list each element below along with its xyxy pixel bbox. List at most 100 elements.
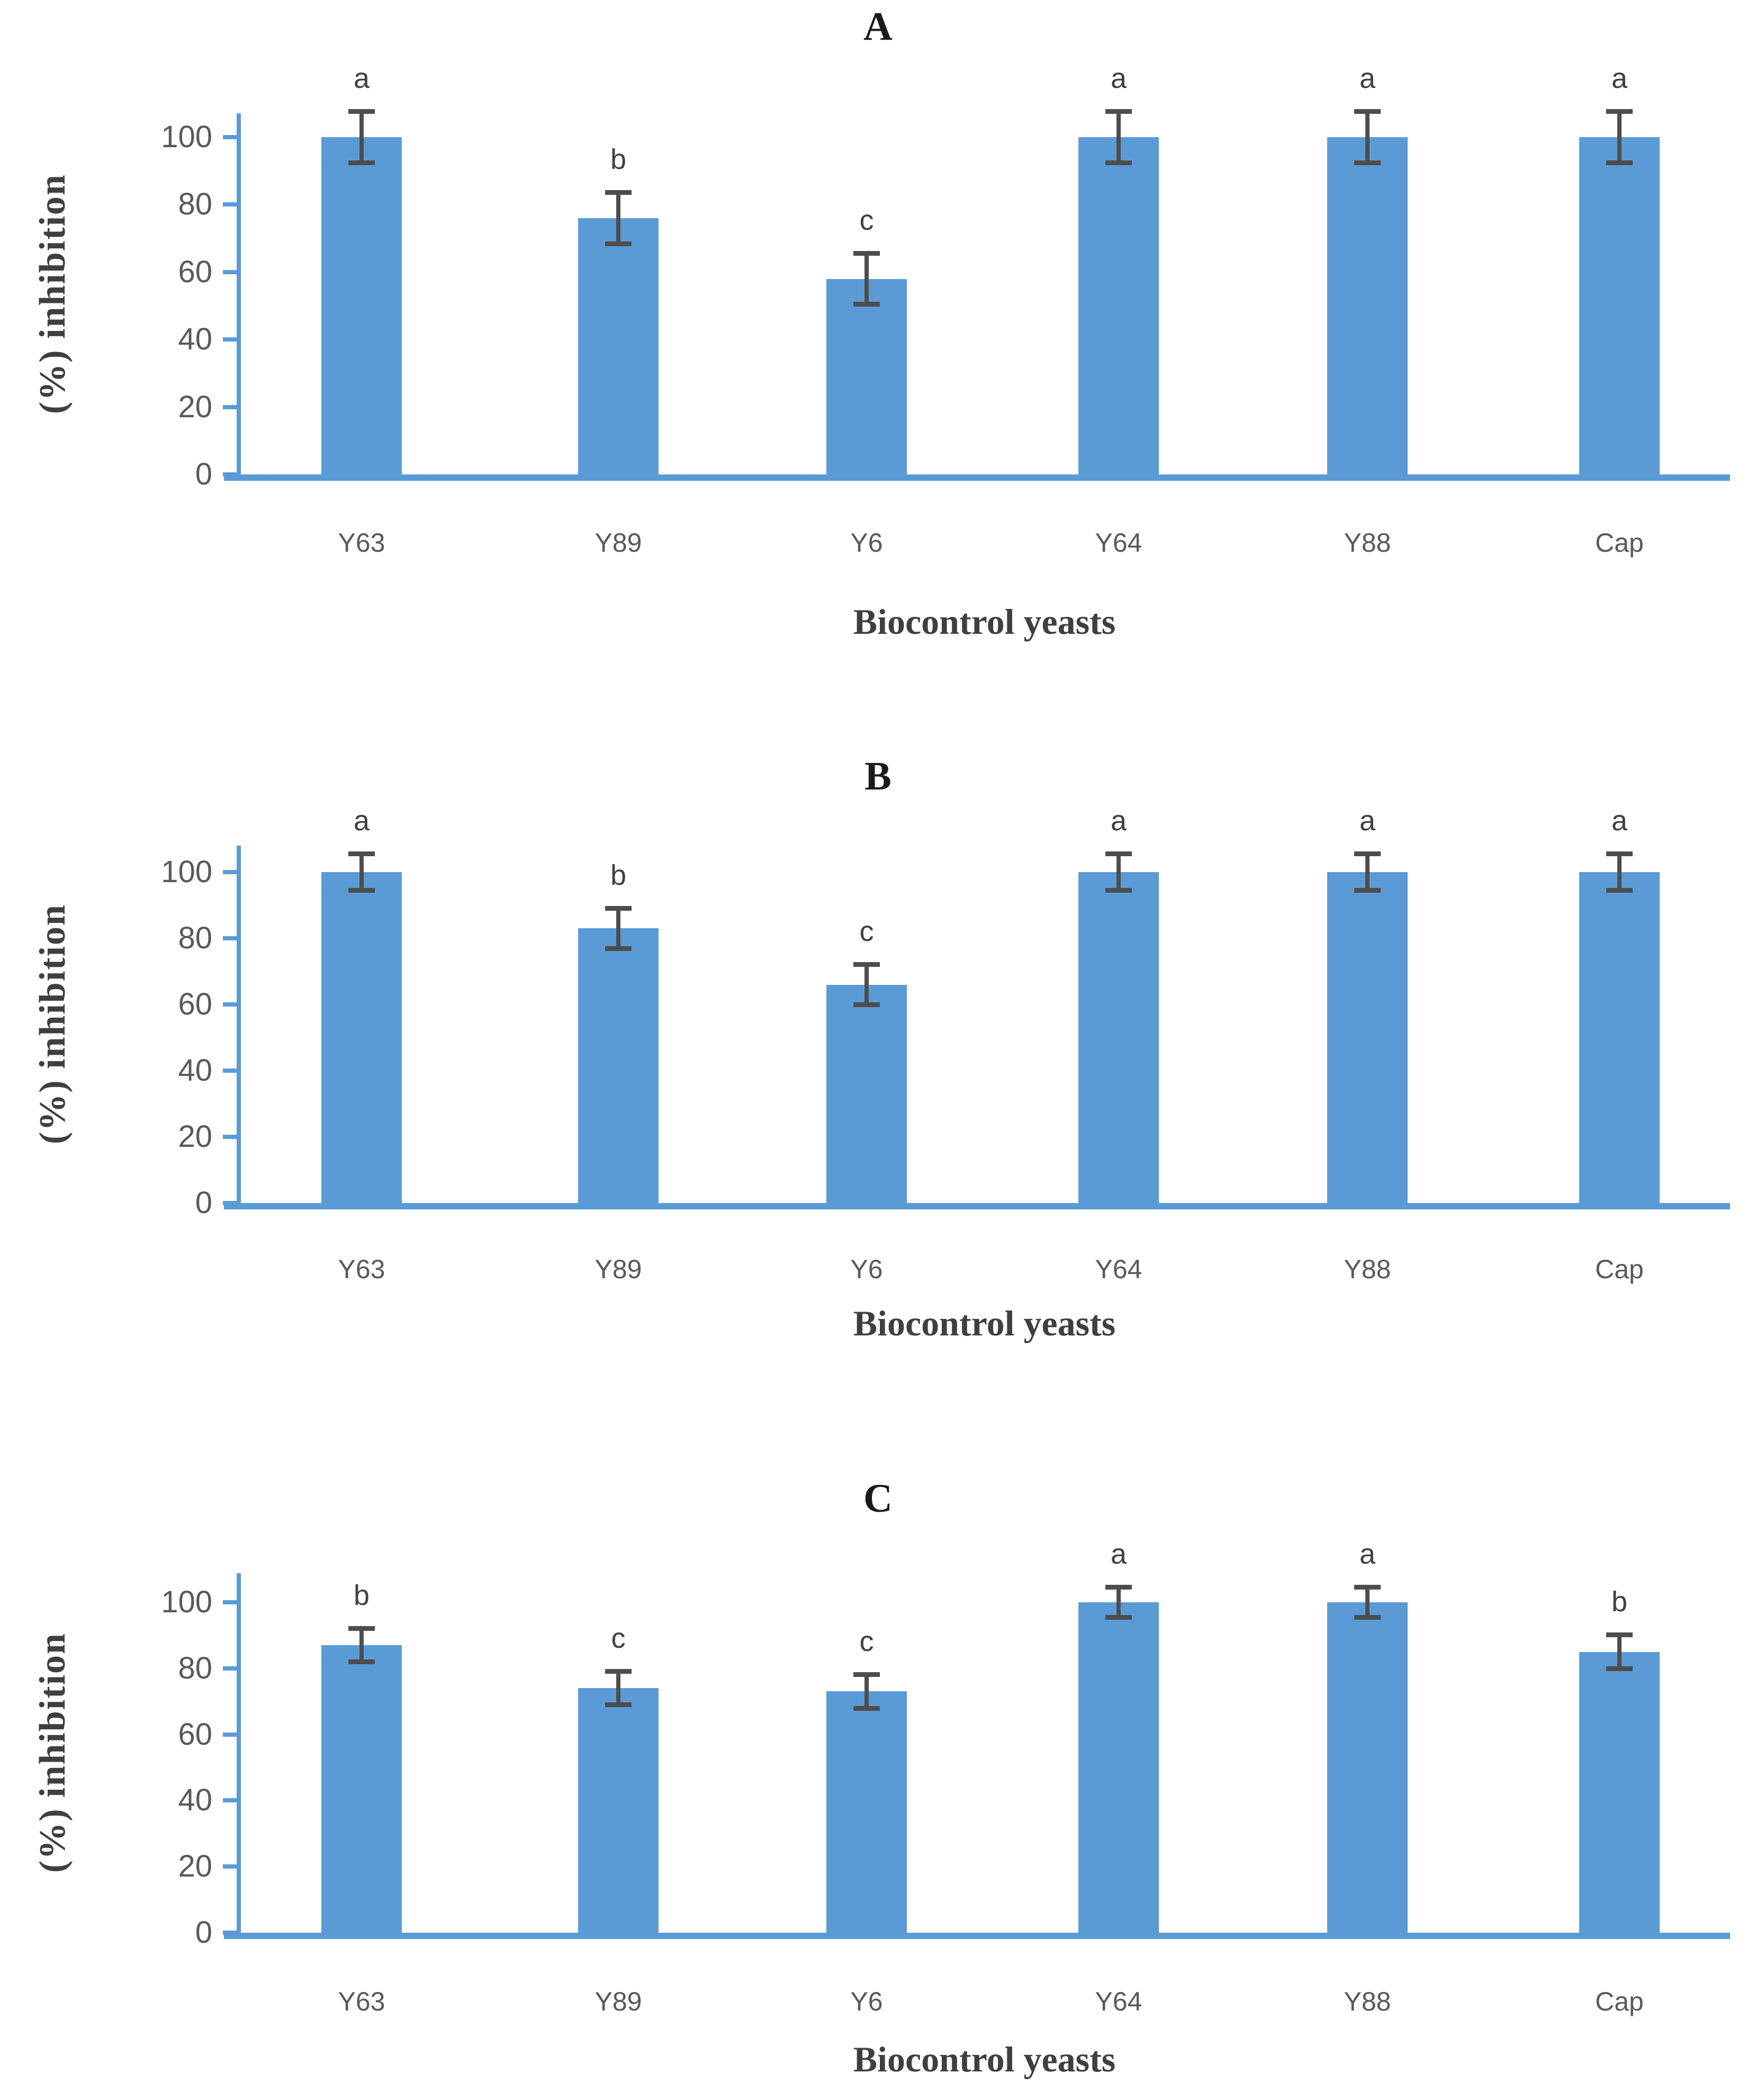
error-bar-bottom-cap — [1606, 888, 1633, 893]
panel-b-y-tick — [223, 1135, 239, 1139]
error-bar-top-cap — [853, 250, 880, 256]
panel-b-y-tick-label: 0 — [195, 1186, 212, 1220]
error-bar-bottom-cap — [1354, 1615, 1381, 1620]
x-category-label: Y6 — [850, 1254, 883, 1284]
error-bar-bottom-cap — [1606, 160, 1633, 165]
error-bar-bottom-cap — [1354, 160, 1381, 165]
panel-b-x-axis-title: Biocontrol yeasts — [853, 1303, 1116, 1343]
panel-b-y-tick-label: 60 — [178, 987, 212, 1021]
panel-c-y-tick — [223, 1732, 239, 1737]
significance-letter: c — [611, 1622, 626, 1655]
panel-a-y-tick-label: 80 — [178, 187, 212, 222]
panel-c-y-tick-label: 20 — [178, 1849, 212, 1884]
panel-a-y-tick-label: 60 — [178, 254, 212, 289]
error-bar-bottom-cap — [1105, 160, 1132, 165]
panel-b-letter: B — [865, 754, 891, 798]
panel-a-y-axis-line — [237, 113, 241, 481]
panel-a-x-axis-title: Biocontrol yeasts — [853, 602, 1116, 642]
bar-y63 — [321, 1645, 402, 1933]
error-bar — [865, 1675, 869, 1708]
significance-letter: a — [1110, 804, 1127, 837]
panel-c-y-axis-title: (%) inhibition — [32, 1632, 73, 1873]
panel-a-y-tick — [223, 135, 239, 139]
panel-b-y-tick — [223, 1002, 239, 1007]
bar-y88 — [1327, 1602, 1408, 1933]
bar-cap — [1579, 872, 1660, 1203]
error-bar-top-cap — [1105, 1584, 1132, 1590]
x-category-label: Y64 — [1095, 1254, 1142, 1284]
significance-letter: a — [353, 62, 370, 95]
x-category-label: Y89 — [595, 528, 642, 558]
error-bar-top-cap — [853, 962, 880, 967]
x-category-label: Cap — [1595, 1987, 1644, 2016]
panel-c-y-tick-label: 60 — [178, 1717, 212, 1752]
significance-letter: b — [610, 143, 627, 176]
bar-y63 — [321, 137, 402, 474]
panel-c-y-tick — [223, 1666, 239, 1671]
error-bar — [865, 253, 869, 304]
panel-c-y-axis-line — [237, 1573, 241, 1939]
x-category-label: Y63 — [338, 528, 385, 558]
panel-c-x-axis-title: Biocontrol yeasts — [853, 2039, 1116, 2079]
significance-letter: a — [1611, 62, 1628, 95]
panel-c-x-axis-line — [224, 1933, 1730, 1939]
significance-letter: c — [859, 916, 874, 947]
significance-letter: c — [859, 204, 874, 236]
bar-y6 — [826, 1691, 907, 1933]
bar-cap — [1579, 1652, 1660, 1933]
bar-cap — [1579, 137, 1660, 474]
error-bar — [865, 965, 869, 1004]
x-category-label: Y89 — [595, 1254, 642, 1284]
x-category-label: Y6 — [850, 1987, 883, 2016]
error-bar-top-cap — [605, 905, 632, 911]
error-bar-bottom-cap — [853, 302, 880, 307]
error-bar-top-cap — [1606, 1632, 1633, 1638]
significance-letter: a — [1110, 1538, 1127, 1570]
panel-a-y-tick — [223, 202, 239, 207]
x-category-label: Cap — [1595, 528, 1644, 558]
x-category-label: Y6 — [850, 528, 883, 558]
error-bar — [1365, 112, 1370, 163]
panel-c-y-tick-label: 0 — [195, 1915, 212, 1950]
significance-letter: a — [1359, 1538, 1376, 1570]
x-category-label: Y89 — [595, 1987, 642, 2016]
error-bar-top-cap — [1354, 109, 1381, 114]
error-bar — [1617, 1635, 1622, 1668]
error-bar — [616, 908, 620, 948]
significance-letter: a — [1611, 804, 1628, 837]
error-bar — [1116, 112, 1121, 163]
panel-a-y-tick-label: 100 — [161, 120, 212, 154]
panel-b-y-tick-label: 20 — [178, 1119, 212, 1154]
error-bar — [359, 854, 364, 891]
panel-a-y-tick — [223, 270, 239, 274]
error-bar — [1617, 112, 1622, 163]
error-bar — [616, 193, 620, 244]
error-bar-bottom-cap — [605, 1702, 632, 1708]
significance-letter: a — [1359, 804, 1376, 837]
error-bar — [1617, 854, 1622, 891]
bar-y63 — [321, 872, 402, 1203]
panel-a-y-tick-label: 20 — [178, 389, 212, 424]
error-bar-bottom-cap — [853, 1706, 880, 1711]
bar-y6 — [826, 279, 907, 474]
x-category-label: Y64 — [1095, 528, 1142, 558]
x-category-label: Y88 — [1344, 528, 1391, 558]
error-bar-top-cap — [605, 190, 632, 195]
error-bar-top-cap — [1354, 851, 1381, 856]
error-bar-bottom-cap — [1105, 1615, 1132, 1620]
panel-a-y-tick-label: 40 — [178, 322, 212, 357]
panel-c-y-tick — [223, 1864, 239, 1869]
x-category-label: Y63 — [338, 1254, 385, 1284]
error-bar-bottom-cap — [348, 160, 375, 165]
significance-letter: b — [353, 1579, 370, 1611]
error-bar-top-cap — [1105, 851, 1132, 856]
error-bar — [616, 1672, 620, 1705]
bar-y88 — [1327, 872, 1408, 1203]
error-bar-top-cap — [1105, 109, 1132, 114]
panel-a-y-tick-label: 0 — [195, 457, 212, 491]
error-bar-top-cap — [1354, 1584, 1381, 1590]
panel-b-y-tick — [223, 870, 239, 874]
panel-a-y-tick — [223, 337, 239, 342]
error-bar-bottom-cap — [605, 946, 632, 951]
